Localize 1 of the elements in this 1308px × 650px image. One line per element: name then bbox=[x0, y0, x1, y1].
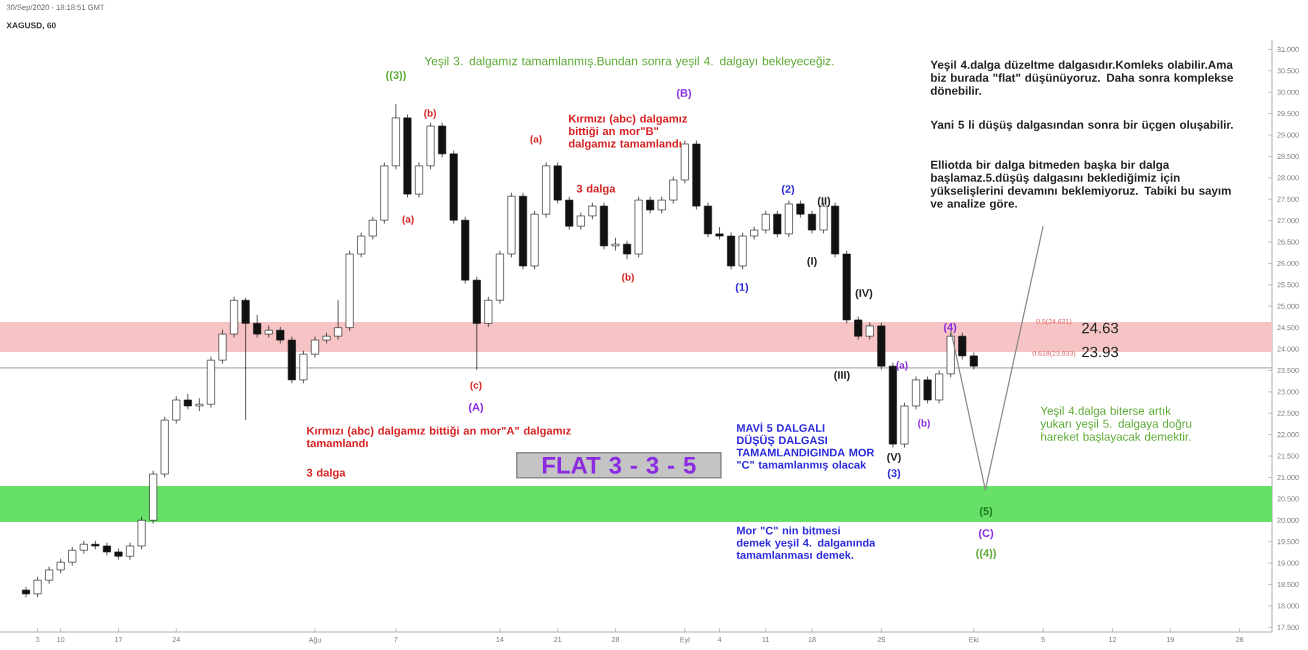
annotation: FLAT 3 - 3 - 5 bbox=[542, 456, 696, 474]
